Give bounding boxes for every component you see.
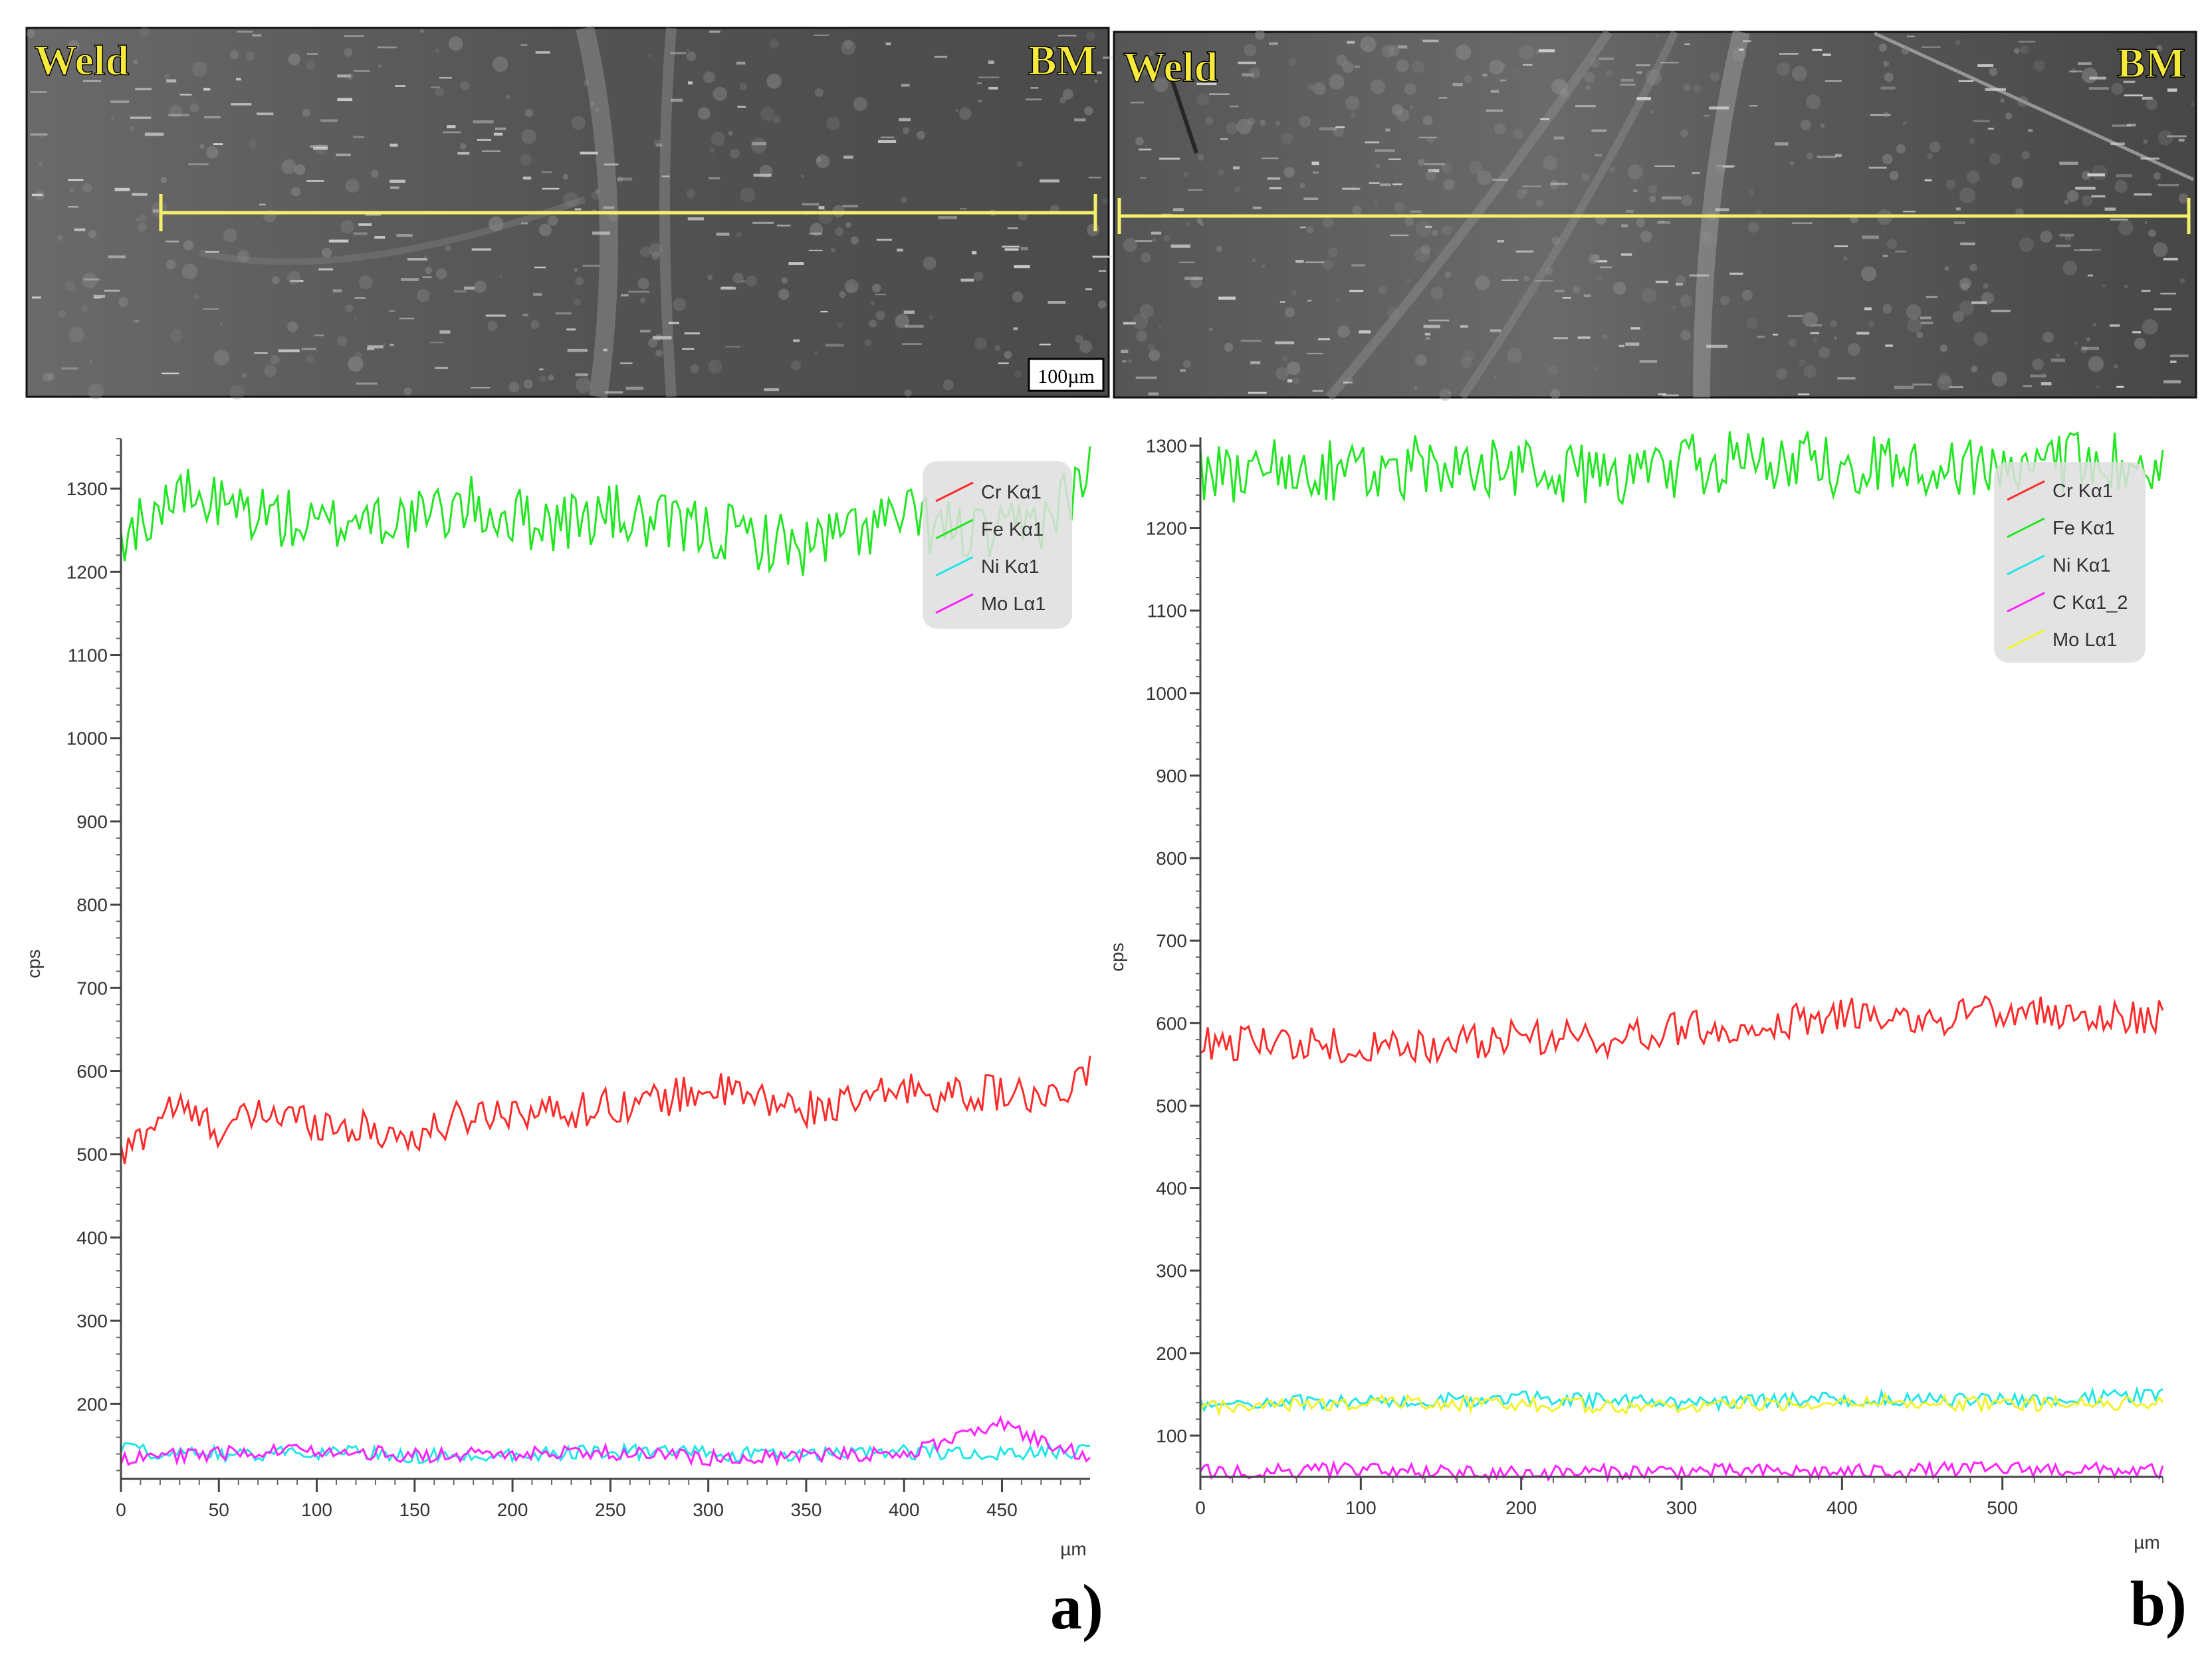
chart-a-legend: Cr Kα1 Fe Kα1 Ni Kα1 Mo Lα1 (923, 461, 1072, 629)
series-line-c (1199, 1460, 2164, 1484)
scale-bar-box (1028, 358, 1105, 392)
panel-b-label: b) (2130, 1568, 2187, 1639)
legend-label: Mo Lα1 (981, 594, 1046, 615)
legend-swatch (935, 481, 974, 502)
x-tick-label: 450 (986, 1499, 1018, 1520)
legend-swatch (935, 593, 974, 614)
legend-swatch (2007, 480, 2045, 501)
legend-label: Cr Kα1 (981, 482, 1042, 503)
legend-label: Cr Kα1 (2052, 481, 2113, 502)
x-tick-label: 200 (1505, 1497, 1537, 1518)
legend-swatch (2007, 517, 2045, 538)
y-tick-label: 200 (76, 1394, 108, 1414)
series-line-fe (1199, 431, 2164, 506)
x-tick-label: 0 (116, 1499, 126, 1520)
y-tick-label: 400 (76, 1228, 108, 1248)
y-tick-label: 1300 (1146, 435, 1187, 456)
y-tick-label: 1200 (66, 562, 108, 582)
y-tick-label: 300 (76, 1311, 108, 1331)
y-tick-label: 1200 (1146, 518, 1187, 539)
legend-label: Fe Kα1 (2052, 518, 2115, 539)
series-line-mo (120, 1414, 1091, 1467)
legend-label: Ni Kα1 (2052, 555, 2111, 576)
x-tick-label: 300 (1666, 1497, 1698, 1518)
legend-swatch (2007, 554, 2045, 576)
panel-a-label: a) (1050, 1571, 1103, 1642)
x-tick-label: 200 (497, 1499, 528, 1520)
scale-bar-label: 100µm (1038, 366, 1095, 387)
y-tick-label: 400 (1156, 1178, 1187, 1199)
series-line-cr (120, 1055, 1091, 1164)
x-tick-label: 500 (1987, 1497, 2018, 1518)
y-tick-label: 1000 (66, 728, 108, 749)
legend-swatch (2007, 592, 2045, 613)
micro-b-weld-label: Weld (1123, 43, 1218, 90)
y-tick-label: 200 (1156, 1343, 1187, 1364)
chart-a-xunit: µm (1060, 1539, 1086, 1559)
series-line-cr (1200, 995, 2164, 1065)
chart-a-ylabel: cps (23, 949, 44, 978)
legend-label: Fe Kα1 (981, 519, 1044, 540)
chart-b-xunit: µm (2134, 1532, 2159, 1553)
micro-a-weld-label: Weld (35, 37, 129, 84)
y-tick-label: 800 (76, 895, 108, 915)
micro-b-bm-label: BM (2117, 39, 2185, 86)
legend-label: C Kα1_2 (2052, 592, 2128, 613)
y-tick-label: 800 (1156, 848, 1187, 869)
chart-b-ylabel: cps (1107, 942, 1127, 972)
y-tick-label: 700 (76, 978, 108, 998)
y-tick-label: 900 (76, 812, 108, 832)
x-tick-label: 50 (209, 1499, 229, 1520)
chart-b-legend: Cr Kα1 Fe Kα1 Ni Kα1 C Kα1_2 Mo Lα1 (1994, 462, 2146, 663)
legend-swatch (935, 556, 974, 577)
y-tick-label: 500 (1156, 1095, 1187, 1116)
legend-label: Ni Kα1 (981, 556, 1040, 578)
chart-a: 2003004005006007008009001000110012001300… (23, 438, 1103, 1642)
y-tick-label: 1100 (1147, 601, 1187, 621)
x-tick-label: 100 (1345, 1497, 1377, 1518)
chart-b: 1002003004005006007008009001000110012001… (1107, 431, 2187, 1639)
series-line-mo (1199, 1392, 2164, 1417)
x-tick-label: 0 (1195, 1497, 1206, 1518)
x-tick-label: 300 (693, 1499, 724, 1520)
x-tick-label: 400 (889, 1499, 920, 1520)
micro-a-bm-label: BM (1028, 37, 1097, 84)
y-tick-label: 700 (1156, 931, 1187, 951)
y-tick-label: 500 (76, 1145, 108, 1165)
y-tick-label: 1300 (66, 479, 108, 499)
y-tick-label: 600 (76, 1061, 108, 1082)
micrograph-a: Weld BM 100µm (25, 25, 1115, 400)
legend-label: Mo Lα1 (2052, 629, 2117, 651)
legend-swatch (935, 518, 974, 540)
y-tick-label: 1000 (1146, 683, 1187, 704)
x-tick-label: 250 (595, 1499, 626, 1520)
x-tick-label: 350 (791, 1499, 822, 1520)
legend-swatch (2007, 629, 2045, 650)
y-tick-label: 300 (1156, 1261, 1187, 1281)
y-tick-label: 100 (1156, 1426, 1187, 1446)
y-tick-label: 900 (1156, 766, 1187, 786)
series-line-ni (1199, 1386, 2163, 1413)
y-tick-label: 1100 (68, 645, 108, 666)
series-line-ni (120, 1441, 1091, 1464)
y-tick-label: 600 (1156, 1013, 1187, 1034)
x-tick-label: 400 (1826, 1497, 1858, 1518)
x-tick-label: 100 (301, 1499, 332, 1520)
micrograph-b: Weld BM (1113, 29, 2197, 401)
x-tick-label: 150 (399, 1499, 430, 1520)
